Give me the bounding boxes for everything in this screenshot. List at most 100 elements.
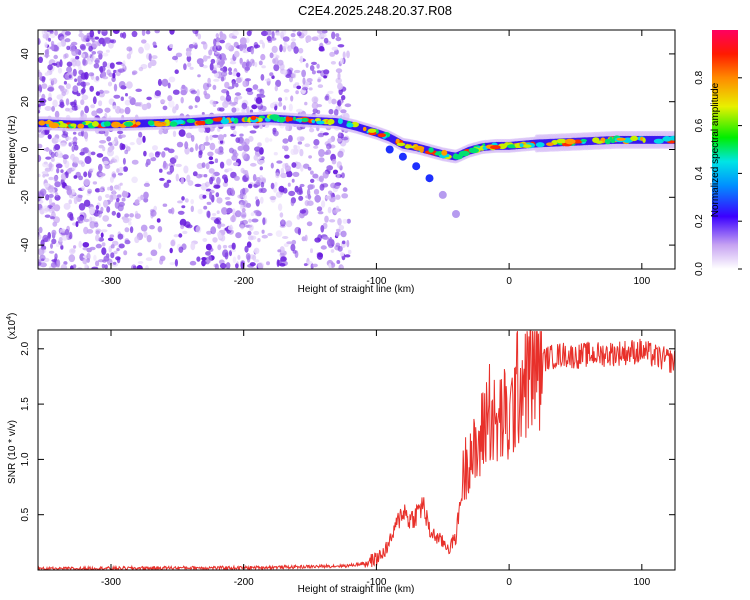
heatmap-speckle bbox=[151, 55, 158, 60]
y-multiplier: (x104) bbox=[6, 313, 18, 340]
heatmap-speckle bbox=[284, 96, 288, 101]
heatmap-speckle bbox=[109, 185, 114, 191]
heatmap-speckle bbox=[260, 177, 267, 183]
heatmap-speckle bbox=[118, 81, 126, 89]
heatmap-speckle bbox=[232, 256, 237, 264]
ridge-hotspot bbox=[212, 117, 223, 122]
heatmap-speckle bbox=[59, 36, 65, 40]
heatmap-speckle bbox=[177, 210, 185, 215]
heatmap-speckle bbox=[332, 169, 339, 175]
ridge-hotspot bbox=[250, 115, 257, 121]
ridge-hotspot bbox=[154, 122, 165, 127]
heatmap-speckle bbox=[323, 75, 327, 79]
heatmap-speckle bbox=[102, 146, 106, 152]
heatmap-speckle bbox=[102, 90, 110, 94]
heatmap-speckle bbox=[48, 37, 51, 42]
heatmap-speckle bbox=[306, 78, 313, 83]
heatmap-speckle bbox=[41, 83, 48, 89]
heatmap-speckle bbox=[68, 199, 72, 205]
heatmap-speckle bbox=[175, 163, 182, 168]
heatmap-speckle bbox=[41, 76, 46, 83]
heatmap-speckle bbox=[186, 55, 192, 62]
heatmap-speckle bbox=[78, 240, 82, 249]
heatmap-speckle bbox=[89, 221, 96, 229]
heatmap-speckle bbox=[157, 78, 162, 87]
heatmap-speckle bbox=[105, 194, 110, 198]
heatmap-speckle bbox=[143, 150, 147, 157]
heatmap-speckle bbox=[63, 261, 68, 265]
heatmap-speckle bbox=[50, 151, 55, 159]
heatmap-speckle bbox=[71, 49, 78, 57]
heatmap-speckle bbox=[228, 71, 233, 75]
heatmap-speckle bbox=[281, 219, 285, 225]
heatmap-speckle bbox=[174, 69, 179, 74]
heatmap-speckle bbox=[219, 161, 225, 169]
heatmap-speckle bbox=[253, 154, 259, 161]
heatmap-speckle bbox=[95, 230, 100, 235]
heatmap-speckle bbox=[88, 45, 93, 52]
heatmap-speckle bbox=[308, 87, 313, 91]
heatmap-speckle bbox=[244, 78, 251, 82]
heatmap-speckle bbox=[100, 206, 104, 213]
heatmap-speckle bbox=[112, 240, 119, 246]
heatmap-speckle bbox=[255, 97, 263, 104]
heatmap-speckle bbox=[95, 91, 100, 96]
heatmap-speckle bbox=[235, 232, 242, 239]
ridge-hotspot bbox=[367, 128, 377, 133]
top-y-tick-label: 0 bbox=[20, 146, 31, 152]
heatmap-speckle bbox=[117, 172, 123, 176]
heatmap-speckle bbox=[291, 38, 296, 42]
heatmap-speckle bbox=[335, 68, 343, 74]
heatmap-speckle bbox=[87, 190, 92, 194]
heatmap-speckle bbox=[280, 172, 287, 179]
heatmap-speckle bbox=[299, 136, 305, 141]
heatmap-speckle bbox=[278, 101, 283, 107]
heatmap-speckle bbox=[225, 94, 232, 102]
heatmap-speckle bbox=[83, 218, 90, 223]
heatmap-speckle bbox=[290, 199, 295, 207]
heatmap-speckle bbox=[325, 195, 332, 200]
heatmap-speckle bbox=[89, 85, 94, 92]
heatmap-speckle bbox=[209, 134, 213, 141]
heatmap-speckle bbox=[304, 200, 310, 207]
heatmap-speckle bbox=[254, 61, 258, 68]
heatmap-speckle bbox=[38, 154, 42, 163]
heatmap-speckle bbox=[113, 83, 118, 92]
heatmap-speckle bbox=[201, 257, 207, 261]
heatmap-speckle bbox=[205, 243, 212, 251]
ridge-hotspot bbox=[278, 116, 286, 123]
heatmap-speckle bbox=[74, 78, 78, 82]
ridge-hotspot bbox=[230, 117, 235, 122]
heatmap-speckle bbox=[245, 253, 251, 260]
heatmap-speckle bbox=[196, 173, 203, 179]
heatmap-speckle bbox=[42, 173, 46, 178]
heatmap-speckle bbox=[337, 150, 344, 158]
heatmap-speckle bbox=[81, 185, 85, 191]
heatmap-speckle bbox=[38, 56, 43, 63]
heatmap-speckle bbox=[330, 61, 336, 65]
heatmap-speckle bbox=[275, 32, 282, 36]
heatmap-speckle bbox=[331, 159, 337, 165]
heatmap-speckle bbox=[83, 199, 91, 207]
heatmap-speckle bbox=[44, 72, 50, 76]
heatmap-speckle bbox=[327, 90, 334, 94]
heatmap-speckle bbox=[207, 255, 212, 263]
bottom-x-axis-label: Height of straight line (km) bbox=[298, 584, 415, 595]
colorbar-ticks: 0.0 0.2 0.4 0.6 0.8 bbox=[694, 70, 742, 276]
heatmap-speckle bbox=[264, 137, 270, 143]
ridge-hotspot bbox=[70, 123, 77, 127]
heatmap-speckle bbox=[180, 224, 185, 230]
snr-series-line bbox=[38, 330, 675, 570]
heatmap-speckle bbox=[95, 75, 100, 81]
heatmap-speckle bbox=[271, 45, 278, 54]
heatmap-speckle bbox=[206, 201, 212, 205]
heatmap-speckle bbox=[203, 141, 211, 146]
heatmap-speckle bbox=[267, 232, 273, 237]
heatmap-speckle bbox=[59, 85, 65, 92]
heatmap-speckle bbox=[168, 209, 173, 214]
heatmap-speckle bbox=[70, 265, 74, 269]
heatmap-speckle bbox=[123, 166, 128, 172]
heatmap-speckle bbox=[104, 264, 108, 269]
heatmap-speckle bbox=[100, 232, 104, 238]
